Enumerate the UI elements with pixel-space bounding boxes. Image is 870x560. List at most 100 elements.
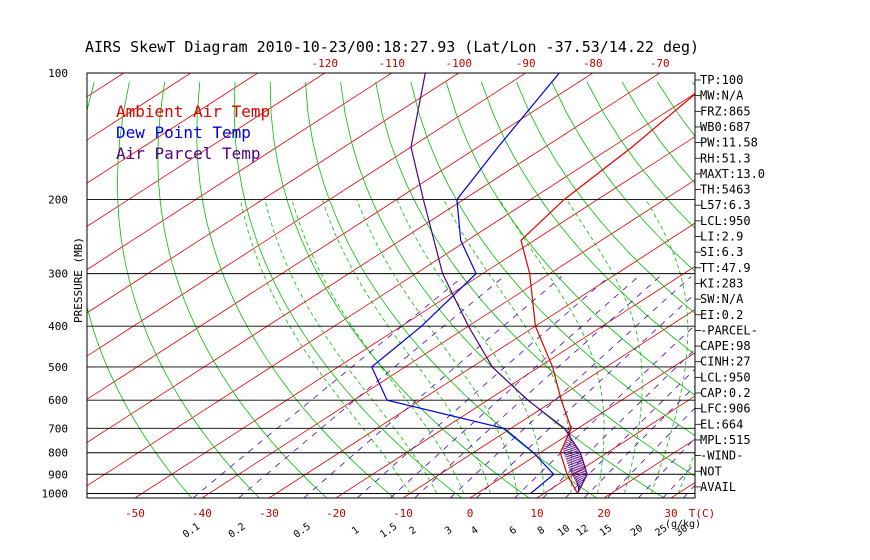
isotherm-line (335, 265, 695, 498)
mixing-ratio-label: 0.5 (292, 521, 313, 540)
stability-index-label: KI:283 (700, 276, 743, 290)
bottom-temp-tick-label: 0 (467, 507, 474, 520)
stability-index-label: TT:47.9 (700, 261, 751, 275)
bottom-temp-unit-label: T(C) (689, 507, 716, 520)
bottom-temp-tick-label: 30 (664, 507, 677, 520)
cape-hatch-line (570, 472, 586, 479)
pressure-tick-label: 600 (48, 394, 68, 407)
top-temp-tick-label: -90 (516, 57, 536, 70)
top-temp-tick-label: -100 (446, 57, 473, 70)
mixing-ratio-label: 0.1 (181, 521, 202, 540)
pressure-tick-label: 800 (48, 447, 68, 460)
mixing-ratio-label: 0.2 (227, 521, 248, 540)
y-axis-label: PRESSURE (MB) (72, 237, 85, 323)
mixing-ratio-line (514, 324, 695, 498)
profile-line-air-parcel-temp (410, 73, 588, 494)
bottom-temp-tick-label: -20 (326, 507, 346, 520)
dry-adiabat-line (305, 81, 597, 498)
cape-hatch-line (575, 481, 582, 487)
cape-hatch-line (563, 443, 578, 449)
stability-index-label: EI:0.2 (700, 308, 743, 322)
mixing-ratio-label: 20 (629, 523, 645, 539)
top-temp-tick-label: -120 (312, 57, 339, 70)
cape-hatch-line (573, 477, 584, 484)
dry-adiabat-line (763, 82, 870, 498)
moist-adiabat-line (321, 199, 491, 494)
dry-adiabat-line (196, 81, 395, 498)
cape-hatch-line (574, 479, 583, 486)
stability-index-label: FRZ:865 (700, 104, 751, 118)
profile-line-ambient-air-temp (520, 93, 695, 494)
stability-index-label: RH:51.3 (700, 151, 751, 165)
isotherm-line (87, 73, 660, 443)
dry-adiabat-line (375, 81, 695, 477)
stability-index-label: AVAIL (700, 480, 736, 494)
stability-index-label: LCL:950 (700, 370, 751, 384)
dry-adiabat-line (551, 81, 695, 272)
moist-adiabat-line (566, 199, 643, 494)
moist-adiabat-line (443, 199, 573, 494)
isotherm-line (87, 93, 695, 487)
pressure-tick-label: 900 (48, 468, 68, 481)
stability-index-label: -PARCEL- (700, 323, 758, 337)
mixing-ratio-line (607, 407, 695, 498)
moist-adiabat-line (732, 200, 870, 494)
stability-index-label: MAXT:13.0 (700, 167, 765, 181)
dry-adiabat-line (798, 82, 870, 498)
mixing-ratio-line (356, 276, 610, 498)
mixing-ratio-line (476, 293, 695, 498)
pressure-tick-label: 200 (48, 194, 68, 207)
mixing-ratio-label: 3 (443, 525, 454, 537)
pressure-tick-label: 500 (48, 361, 68, 374)
cape-hatch-line (567, 464, 587, 471)
moist-adiabat-line (291, 199, 464, 494)
mixing-ratio-label: 2 (408, 525, 419, 537)
mixing-ratio-line (542, 348, 695, 498)
mixing-ratio-label: 8 (536, 525, 547, 537)
cape-hatch-line (572, 475, 584, 482)
cape-hatch-line (568, 468, 588, 475)
cape-hatch-line (565, 457, 584, 464)
moist-adiabat-line (645, 199, 689, 494)
isotherm-line (87, 73, 392, 271)
stability-index-label: TP:100 (700, 73, 743, 87)
cape-hatch-line (564, 455, 584, 462)
stability-index-label: CAP:0.2 (700, 386, 751, 400)
isotherm-line (805, 73, 870, 498)
cape-hatch-line (564, 441, 577, 447)
isotherm-line (738, 73, 870, 498)
cape-hatch-line (567, 463, 586, 469)
stability-index-label: PW:11.58 (700, 136, 758, 150)
mixing-ratio-label: 12 (575, 523, 591, 539)
cape-hatch-line (565, 459, 585, 466)
moist-adiabat-line (677, 451, 695, 494)
cape-hatch-line (565, 438, 576, 445)
isotherm-line (87, 73, 258, 184)
top-temp-tick-label: -70 (650, 57, 670, 70)
dry-adiabat-line (87, 81, 193, 498)
pressure-tick-label: 100 (48, 67, 68, 80)
cape-hatch-line (564, 453, 583, 460)
isotherm-line (402, 309, 695, 498)
mixing-ratio-label: 15 (598, 523, 614, 539)
stability-index-label: NOT (700, 464, 722, 478)
mixing-ratio-label: 6 (508, 525, 519, 537)
bottom-temp-tick-label: 10 (530, 507, 543, 520)
cape-hatch-line (563, 451, 582, 458)
stability-index-label: -WIND- (700, 449, 743, 463)
isotherm-line (87, 73, 526, 357)
mixing-ratio-label: 1.5 (378, 521, 399, 540)
mixing-ratio-label: 1 (350, 525, 361, 537)
profile-line-dew-point-temp (370, 73, 560, 494)
cape-hatch-line (562, 447, 581, 454)
top-temp-tick-label: -110 (379, 57, 406, 70)
bottom-temp-tick-label: -10 (393, 507, 413, 520)
top-temp-tick-label: -80 (583, 57, 603, 70)
dry-adiabat-line (656, 81, 695, 137)
mixing-ratio-line (192, 276, 464, 498)
dry-adiabat-line (445, 81, 695, 396)
dry-adiabat-line (157, 81, 328, 498)
pressure-tick-label: 400 (48, 320, 68, 333)
stability-index-label: SI:6.3 (700, 245, 743, 259)
